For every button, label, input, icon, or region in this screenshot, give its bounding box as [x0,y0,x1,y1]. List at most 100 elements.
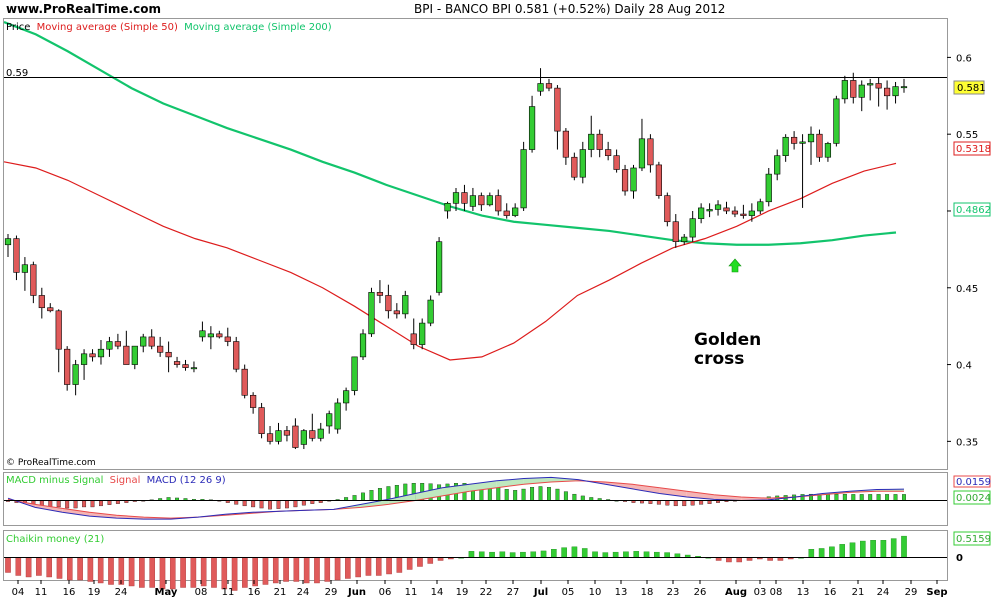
chaikin-bar-5 [56,557,63,579]
candle-body-46 [393,310,400,315]
chaikin-bar-54 [561,547,567,558]
candle-body-74 [630,167,637,192]
x-tick-label-15: 14 [431,587,444,598]
x-tick-label-12: Jun [347,587,366,598]
ma200-badge [953,202,991,217]
chaikin-bar-50 [520,551,526,558]
chaikin-bar-14 [149,557,155,588]
chaikin-bar-17 [180,557,186,588]
candle-body-55 [469,195,477,207]
macd-hist-bar-67 [572,493,577,501]
macd-band-24 [659,487,687,498]
x-tick-label-22: 13 [615,587,628,598]
candle-body-43 [368,292,375,335]
chaikin-bar-35 [365,557,372,576]
macd-hist-bar-30 [259,500,264,509]
candle-body-28 [241,368,248,396]
chaikin-bar-9 [97,557,104,584]
macd-hist-bar-99 [842,493,847,501]
macd-hist-bar-68 [580,495,585,501]
candle-body-104 [883,87,891,97]
chaikin-bar-64 [664,552,670,558]
chaikin-legend: Chaikin money (21) [6,534,104,545]
candle-body-25 [216,333,223,338]
candle-body-2 [21,264,29,273]
candle-body-87 [740,213,747,216]
x-tick-label-5: May [155,587,178,598]
candle-body-89 [757,201,764,212]
candle-body-99 [841,80,848,100]
x-tick-label-8: 16 [248,587,261,598]
candle-body-56 [478,195,485,206]
macd-band-13 [360,499,389,508]
macd-hist-bar-7 [65,500,70,509]
macd-legend-macd: MACD (12 26 9) [147,475,226,486]
candle-body-41 [351,356,358,391]
macd-hist-bar-100 [851,494,856,501]
chaikin-bar-78 [808,549,815,558]
macd-hist-bar-80 [682,500,687,507]
candle-body-38 [326,413,333,427]
candle-body-3 [30,264,37,296]
macd-hist-bar-82 [699,500,704,505]
macd-hist-bar-29 [251,500,256,508]
chaikin-bar-29 [303,557,310,584]
up-arrow-icon [728,258,742,273]
candle-body-51 [435,241,443,293]
last-price-badge [953,80,985,95]
candle-body-85 [723,207,730,212]
macd-badge-bottom-text: 0.0024 [956,493,991,504]
x-tick-label-2: 16 [63,587,76,598]
main-y-tick-label-5: 0.35 [956,437,978,448]
macd-hist-bar-10 [90,500,95,508]
macd-band-26 [713,494,742,501]
x-tick-label-27: 03 [754,587,767,598]
chaikin-bar-39 [406,557,413,570]
macd-hist-bar-104 [885,494,890,501]
chaikin-bar-45 [468,551,475,558]
candle-body-37 [317,428,324,439]
macd-hist-bar-78 [665,500,670,506]
macd-hist-bar-33 [284,500,289,509]
candle-body-39 [334,402,341,430]
chaikin-bar-46 [478,551,485,558]
candle-body-83 [706,209,713,212]
chaikin-bar-16 [169,557,176,590]
candle-body-24 [207,333,214,338]
chaikin-bar-26 [272,557,279,584]
x-tick-label-17: 22 [480,587,493,598]
candle-body-67 [571,156,578,178]
chaikin-bar-49 [509,552,516,558]
macd-hist-bar-35 [301,500,306,506]
signal-path [7,480,904,519]
candle-body-18 [157,345,164,353]
chaikin-bar-84 [870,540,876,558]
site-name: www.ProRealTime.com [6,2,161,16]
main-panel [3,18,948,470]
candle-body-59 [503,210,510,216]
macd-hist-bar-11 [99,500,103,507]
chaikin-bar-19 [200,557,207,587]
ma50-line [3,161,897,361]
macd-hist-bar-94 [800,494,805,501]
candle-body-61 [520,149,527,209]
x-tick-label-25: 26 [694,587,707,598]
candle-body-65 [554,87,561,132]
chaikin-bar-86 [890,538,897,558]
candle-body-64 [545,83,553,89]
chaikin-bar-8 [87,557,94,582]
chaikin-bar-87 [901,535,907,558]
annotation-golden: Golden [694,330,761,350]
x-tick-label-7: 11 [222,587,235,598]
x-tick-label-16: 19 [456,587,469,598]
candle-body-49 [419,322,426,345]
candle-body-98 [833,98,840,144]
chaikin-badge-text: 0.5159 [956,534,991,545]
x-tick-label-9: 21 [274,587,287,598]
macd-hist-bar-8 [73,500,78,509]
candle-body-95 [807,133,815,143]
candle-body-14 [123,345,130,365]
candle-body-45 [385,295,392,312]
chaikin-bar-79 [818,548,825,558]
main-y-tick-label-3: 0.45 [956,284,978,295]
